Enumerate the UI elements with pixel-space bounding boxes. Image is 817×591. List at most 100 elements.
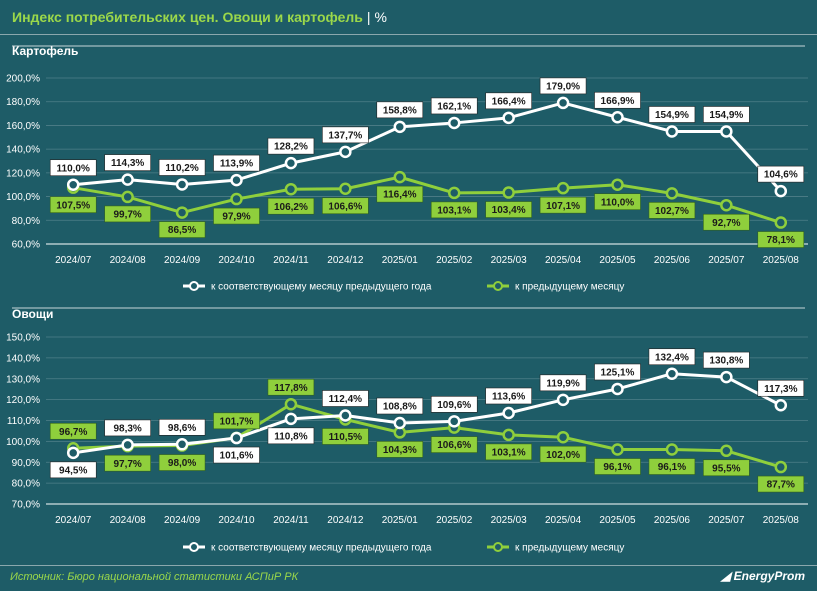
- data-point-yoy: [556, 96, 570, 110]
- data-label-box: [104, 205, 151, 223]
- data-point-yoy: [284, 156, 298, 170]
- data-label: 103,1%: [437, 205, 471, 216]
- data-point-mom: [611, 178, 624, 191]
- data-label-box: [594, 91, 641, 109]
- data-label-box: [757, 231, 805, 248]
- footer-divider: [0, 565, 817, 566]
- data-point-yoy: [175, 438, 189, 451]
- chart-1: Картофель 60,0% 80,0% 100,0% 120,0% 140,0% 160…: [6, 44, 808, 293]
- x-tick-label: 2024/10: [218, 515, 255, 526]
- data-label: 113,6%: [492, 392, 525, 403]
- y-tick-label: 200,0%: [6, 74, 40, 85]
- data-label-box: [430, 201, 478, 219]
- data-label-box: [703, 459, 750, 477]
- data-label: 125,1%: [601, 368, 635, 379]
- data-label-box: [104, 154, 151, 171]
- data-point-yoy: [230, 431, 243, 445]
- logo-text: EnergyProm: [733, 569, 805, 583]
- data-label: 94,5%: [59, 465, 87, 476]
- data-label-box: [213, 154, 260, 172]
- data-point-yoy: [339, 145, 352, 159]
- data-point-mom: [556, 430, 570, 444]
- data-label-box: [430, 396, 478, 413]
- data-label-box: [322, 197, 369, 215]
- legend-label: к предыдущему месяцу: [515, 543, 624, 554]
- data-point-mom: [556, 181, 570, 195]
- data-label-box: [267, 378, 315, 396]
- data-point-yoy: [175, 178, 189, 191]
- data-point-yoy: [665, 125, 679, 138]
- data-label: 95,5%: [712, 463, 740, 474]
- data-label: 130,8%: [709, 356, 743, 367]
- y-tick-label: 110,0%: [7, 416, 40, 427]
- data-point-yoy: [121, 173, 134, 186]
- data-label: 96,7%: [59, 427, 87, 438]
- data-point-mom: [665, 443, 679, 456]
- data-point-mom: [121, 190, 134, 204]
- legend-marker: [189, 542, 199, 552]
- legend-label: к предыдущему месяцу: [515, 282, 624, 293]
- legend-marker: [493, 542, 503, 552]
- data-label-box: [539, 374, 587, 392]
- data-point-mom: [720, 198, 733, 212]
- data-label: 99,7%: [113, 210, 141, 221]
- data-point-yoy: [121, 438, 134, 452]
- data-point-yoy: [611, 382, 624, 396]
- x-tick-label: 2024/07: [55, 255, 92, 266]
- data-label: 110,0%: [601, 197, 634, 208]
- data-label-box: [539, 196, 587, 214]
- y-tick-label: 180,0%: [6, 97, 40, 108]
- data-point-yoy: [502, 406, 515, 420]
- data-label: 128,2%: [274, 142, 308, 153]
- x-tick-label: 2024/10: [218, 255, 255, 266]
- data-label: 98,3%: [113, 424, 141, 435]
- data-label-box: [703, 213, 750, 231]
- x-tick-label: 2025/06: [654, 255, 691, 266]
- data-label-box: [213, 207, 260, 225]
- data-point-mom: [284, 182, 298, 196]
- data-point-yoy: [556, 393, 570, 407]
- title-text: Индекс потребительских цен. Овощи и карт…: [12, 9, 363, 25]
- y-tick-label: 80,0%: [12, 216, 40, 227]
- data-label: 98,6%: [168, 423, 196, 434]
- data-label: 98,0%: [168, 458, 196, 469]
- y-tick-label: 150,0%: [6, 333, 40, 344]
- y-tick-label: 80,0%: [12, 479, 40, 490]
- data-point-yoy: [502, 111, 515, 125]
- data-label: 110,0%: [57, 163, 90, 174]
- data-label-box: [213, 446, 260, 464]
- data-label-box: [485, 92, 532, 110]
- data-label-box: [158, 159, 206, 176]
- x-tick-label: 2025/05: [599, 515, 636, 526]
- y-tick-label: 130,0%: [6, 374, 40, 385]
- y-tick-label: 160,0%: [6, 121, 40, 132]
- data-point-yoy: [393, 120, 407, 134]
- data-label-box: [485, 201, 532, 218]
- data-label: 137,7%: [328, 130, 362, 141]
- data-point-yoy: [284, 412, 298, 426]
- data-point-mom: [611, 443, 624, 456]
- x-tick-label: 2025/03: [491, 515, 528, 526]
- data-label: 106,2%: [274, 202, 308, 213]
- header-divider: [0, 34, 817, 35]
- x-tick-label: 2025/04: [545, 515, 582, 526]
- data-label-box: [539, 77, 587, 95]
- data-label: 106,6%: [328, 201, 362, 212]
- data-label: 107,1%: [546, 201, 580, 212]
- data-label-box: [648, 106, 696, 123]
- data-point-mom: [774, 460, 788, 474]
- data-label-box: [322, 390, 369, 407]
- data-label-box: [539, 445, 587, 463]
- data-point-yoy: [230, 173, 243, 187]
- data-label-box: [49, 196, 97, 213]
- data-label: 116,4%: [383, 190, 416, 201]
- data-label-box: [648, 348, 696, 366]
- data-label-box: [594, 193, 641, 211]
- y-tick-label: 60,0%: [12, 240, 40, 251]
- data-label-box: [267, 137, 315, 155]
- data-label-box: [267, 427, 315, 445]
- data-point-yoy: [447, 116, 461, 130]
- y-tick-label: 120,0%: [6, 168, 40, 179]
- data-point-mom: [447, 186, 461, 200]
- data-point-yoy: [66, 446, 80, 460]
